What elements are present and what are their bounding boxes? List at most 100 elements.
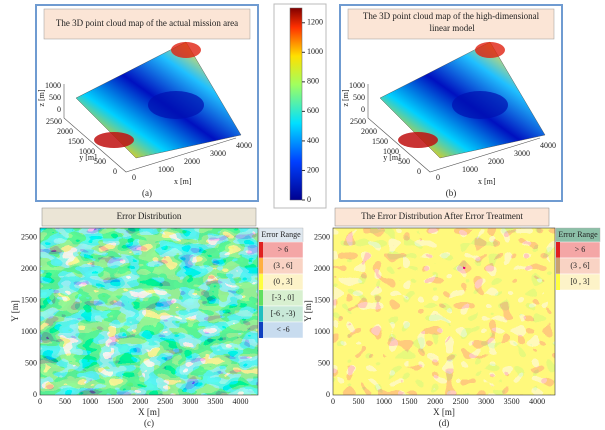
- plot-frame: [39, 227, 259, 396]
- colorbar-tick-label: 400: [307, 136, 319, 145]
- y-tick-label: 2500: [314, 232, 330, 241]
- colorbar-tick-label: 1000: [307, 47, 323, 56]
- x-tick-label: 1000: [376, 397, 392, 406]
- y-axis-label: Y [m]: [10, 300, 20, 321]
- x-axis-label: x [m]: [478, 177, 496, 186]
- x-tick-label: 2000: [184, 157, 200, 166]
- x-tick-label: 4000: [529, 397, 545, 406]
- colorbar: [289, 7, 303, 201]
- legend-swatch: [556, 258, 560, 274]
- colorbar-tick-label: 1200: [307, 18, 323, 27]
- surface-peak: [171, 42, 201, 58]
- z-tick-label: 1000: [349, 81, 365, 90]
- legend-title: Error Range: [558, 230, 598, 239]
- y-tick-label: 0: [417, 167, 421, 176]
- x-tick-label: 1000: [462, 165, 478, 174]
- y-axis-label: Y [m]: [303, 300, 313, 321]
- y-tick-label: 0: [326, 390, 330, 399]
- y-tick-label: 1500: [314, 295, 330, 304]
- map-title: Error Distribution: [117, 211, 182, 221]
- y-tick-label: 2000: [21, 264, 37, 273]
- x-tick-label: 3500: [207, 397, 223, 406]
- surface-peak: [94, 132, 134, 148]
- x-tick-label: 1000: [82, 397, 98, 406]
- legend-swatch: [259, 290, 263, 306]
- y-tick-label: 2000: [361, 127, 377, 136]
- map-title-box: [334, 207, 550, 227]
- colorbar-tick-label: 200: [307, 165, 319, 174]
- x-tick-label: 2000: [427, 397, 443, 406]
- x-tick-label: 1500: [107, 397, 123, 406]
- axes: [367, 84, 541, 173]
- legend-label: [-3 , 0]: [272, 293, 294, 302]
- x-tick-label: 500: [59, 397, 71, 406]
- y-tick-label: 500: [94, 157, 106, 166]
- y-tick-label: 1500: [68, 137, 84, 146]
- panel-frame: [339, 4, 563, 202]
- x-tick-label: 1000: [158, 165, 174, 174]
- colorbar-tick-label: 800: [307, 77, 319, 86]
- map-title-box: [41, 207, 257, 227]
- z-tick-label: 1000: [45, 81, 61, 90]
- panel-frame: [35, 4, 259, 202]
- panel-title-box: [347, 8, 555, 40]
- heatmap: [40, 228, 258, 395]
- x-tick-label: 4000: [232, 397, 248, 406]
- x-tick-label: 0: [132, 173, 136, 182]
- plot-frame: [332, 227, 556, 396]
- y-axis-label: y [m]: [79, 153, 97, 162]
- x-tick-label: 3000: [210, 149, 226, 158]
- map-caption: (d): [439, 418, 450, 428]
- legend-swatch: [259, 306, 263, 322]
- x-tick-label: 3000: [514, 149, 530, 158]
- x-tick-label: 4000: [540, 141, 556, 150]
- x-tick-label: 500: [353, 397, 365, 406]
- x-axis-label: X [m]: [433, 407, 455, 417]
- y-tick-label: 2500: [21, 232, 37, 241]
- x-tick-label: 1500: [402, 397, 418, 406]
- z-axis-label: z [m]: [341, 89, 350, 106]
- y-tick-label: 0: [33, 390, 37, 399]
- x-tick-label: 0: [38, 397, 42, 406]
- colorbar-tick-label: 600: [307, 106, 319, 115]
- y-tick-label: 2000: [314, 264, 330, 273]
- y-tick-label: 1500: [372, 137, 388, 146]
- legend-label: > 6: [278, 245, 289, 254]
- x-tick-label: 0: [331, 397, 335, 406]
- x-tick-label: 3000: [478, 397, 494, 406]
- y-tick-label: 2500: [350, 117, 366, 126]
- legend-swatch: [259, 258, 263, 274]
- legend-label: (3 , 6]: [273, 261, 293, 270]
- z-tick-label: 0: [361, 105, 365, 114]
- colorbar-tick-label: 0: [307, 195, 311, 204]
- z-axis-label: z [m]: [37, 89, 46, 106]
- panel-caption: (b): [446, 188, 457, 198]
- panel-caption: (a): [142, 188, 152, 198]
- z-tick-label: 500: [353, 93, 365, 102]
- legend-swatch: [556, 274, 560, 290]
- y-tick-label: 2000: [57, 127, 73, 136]
- x-tick-label: 3000: [182, 397, 198, 406]
- x-tick-label: 0: [436, 173, 440, 182]
- y-tick-label: 500: [25, 358, 37, 367]
- legend-title: Error Range: [261, 230, 301, 239]
- y-tick-label: 500: [318, 358, 330, 367]
- y-tick-label: 2500: [46, 117, 62, 126]
- legend-label: > 6: [575, 245, 586, 254]
- x-axis-label: x [m]: [174, 177, 192, 186]
- legend-swatch: [259, 322, 263, 338]
- surface-peak: [475, 42, 505, 58]
- legend-label: [-6 , -3): [271, 309, 296, 318]
- panel-title: The 3D point cloud map of the actual mis…: [56, 18, 238, 28]
- y-tick-label: 1000: [79, 147, 95, 156]
- x-tick-label: 2500: [157, 397, 173, 406]
- x-axis-label: X [m]: [138, 407, 160, 417]
- x-tick-label: 4000: [236, 141, 252, 150]
- legend-swatch: [259, 274, 263, 290]
- x-tick-label: 3500: [504, 397, 520, 406]
- x-tick-label: 2000: [132, 397, 148, 406]
- y-tick-label: 1000: [21, 327, 37, 336]
- legend-label: < -6: [276, 325, 289, 334]
- map-title: The Error Distribution After Error Treat…: [361, 211, 523, 221]
